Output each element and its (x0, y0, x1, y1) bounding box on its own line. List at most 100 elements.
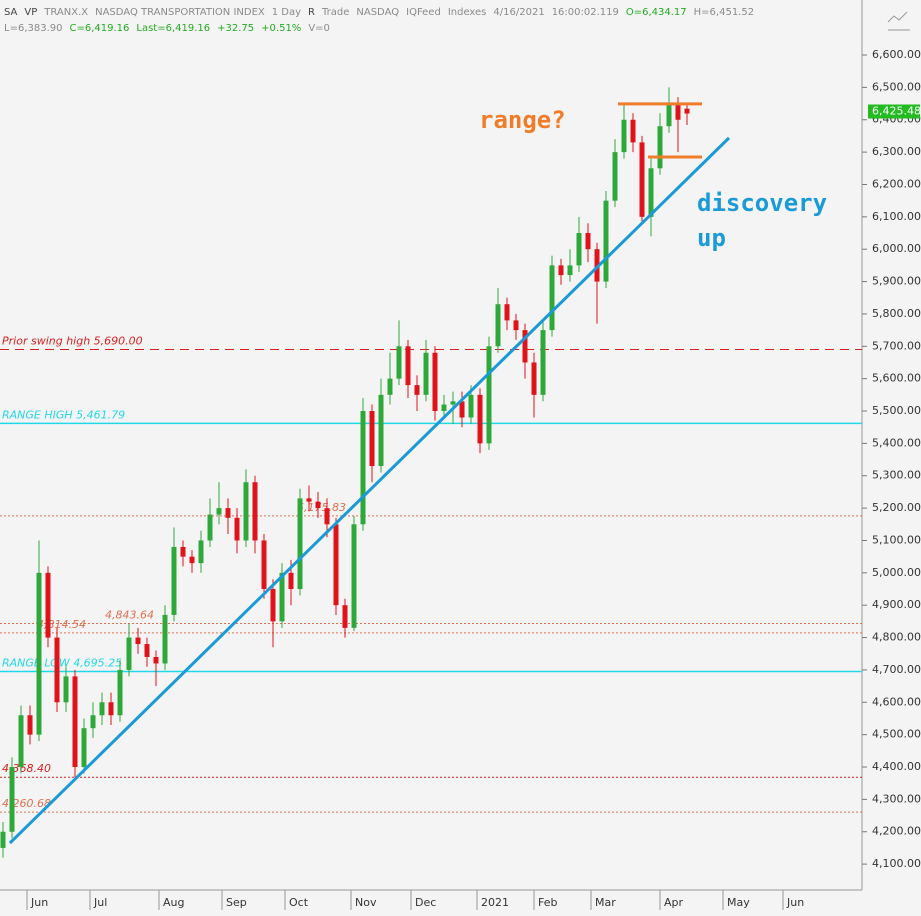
x-tick-label: Sep (226, 896, 247, 909)
header-item: 16:00:02.119 (551, 7, 619, 18)
header-item: TRANX.X (44, 7, 89, 18)
header-item: +0.51% (261, 23, 302, 34)
level-label: 4,368.40 (2, 762, 51, 775)
candle-body (612, 152, 618, 201)
candle-body (621, 119, 627, 153)
candle-body (279, 572, 285, 622)
candle-body (468, 394, 474, 418)
annotation: up (697, 224, 726, 252)
candle-body (27, 715, 33, 735)
candle-body (270, 589, 276, 622)
header-item: Trade (322, 7, 350, 18)
candle-body (549, 265, 555, 331)
y-tick-label: 4,900.00 (872, 598, 921, 611)
candle-body (9, 767, 15, 832)
header-item: 1 Day (271, 7, 302, 18)
candle-body (324, 508, 330, 525)
candle-body (243, 482, 249, 541)
candle-body (63, 676, 69, 703)
candle-body (531, 362, 537, 395)
level-label: RANGE HIGH 5,461.79 (2, 408, 125, 421)
y-tick-label: 4,200.00 (872, 825, 921, 838)
header-item: V=0 (308, 23, 330, 34)
candle-body (675, 103, 681, 120)
x-tick-label: Feb (538, 896, 557, 909)
x-tick-label: Nov (355, 896, 377, 909)
x-tick-label: Aug (163, 896, 184, 909)
candle-body (684, 108, 690, 114)
candle-body (378, 394, 384, 467)
trendline (8, 136, 731, 845)
y-tick-label: 4,700.00 (872, 663, 921, 676)
candle-body (126, 637, 132, 670)
header-row: SA VP TRANX.X NASDAQ TRANSPORTATION INDEX 1 … (4, 5, 761, 21)
chart-icon[interactable] (887, 11, 910, 31)
candle-body (18, 715, 24, 768)
header-item: NASDAQ TRANSPORTATION INDEX (95, 7, 265, 18)
x-tick-label: Mar (595, 896, 616, 909)
candle-body (0, 831, 6, 848)
candle-body (576, 233, 582, 266)
x-tick-label: Apr (664, 896, 684, 909)
y-tick-label: 4,500.00 (872, 728, 921, 741)
header-item: 4/16/2021 (493, 7, 545, 18)
header-row: L=6,383.90 C=6,419.16 Last=6,419.16 +32.75 +… (4, 21, 761, 37)
candle-body (396, 346, 402, 379)
candle-body (315, 501, 321, 509)
header-item: H=6,451.52 (693, 7, 755, 18)
candle-body (207, 514, 213, 541)
candle-body (603, 200, 609, 282)
header-item: +32.75 (217, 23, 255, 34)
x-tick-label: Jun (786, 896, 804, 909)
candle-body (54, 637, 60, 703)
level-label: 5,175.83 (297, 501, 346, 514)
candle-body (414, 385, 420, 395)
candle-body (72, 676, 78, 768)
candle-body (342, 605, 348, 628)
header-item: O=6,434.17 (625, 7, 687, 18)
x-tick-label: Jun (30, 896, 48, 909)
header-item: Last=6,419.16 (136, 23, 211, 34)
candle-body (486, 346, 492, 444)
y-tick-label: 4,800.00 (872, 631, 921, 644)
candle-body (288, 572, 294, 590)
y-tick-label: 5,900.00 (872, 275, 921, 288)
candle-body (90, 715, 96, 729)
candle-body (252, 482, 258, 541)
header-item: VP (24, 7, 38, 18)
candle-body (144, 644, 150, 657)
y-tick-label: 6,600.00 (872, 48, 921, 61)
candle-body (513, 320, 519, 331)
candle-body (171, 546, 177, 615)
y-tick-label: 5,200.00 (872, 501, 921, 514)
candle-body (360, 411, 366, 525)
header: SA VP TRANX.X NASDAQ TRANSPORTATION INDEX 1 … (4, 5, 761, 37)
candle-body (495, 304, 501, 347)
candle-body (162, 614, 168, 664)
candle-body (333, 524, 339, 606)
annotation: discovery (697, 189, 827, 217)
y-tick-label: 5,300.00 (872, 469, 921, 482)
x-tick-label: Jul (93, 896, 107, 909)
last-price-label: 6,425.48 (872, 104, 921, 117)
candle-body (450, 401, 456, 405)
y-tick-label: 4,400.00 (872, 760, 921, 773)
candle-body (216, 508, 222, 515)
header-item: IQFeed (406, 7, 441, 18)
candle-body (261, 540, 267, 590)
candle-body (666, 103, 672, 127)
level-label: RANGE LOW 4,695.25 (2, 656, 122, 669)
y-tick-label: 4,600.00 (872, 695, 921, 708)
y-tick-label: 6,500.00 (872, 80, 921, 93)
y-tick-label: 4,300.00 (872, 792, 921, 805)
y-tick-label: 5,600.00 (872, 372, 921, 385)
y-tick-label: 5,100.00 (872, 533, 921, 546)
candle-body (99, 702, 105, 716)
candle-body (423, 352, 429, 395)
level-label: 4,814.54 (37, 618, 86, 631)
y-tick-label: 6,200.00 (872, 177, 921, 190)
candle-body (405, 346, 411, 386)
candle-body (459, 401, 465, 418)
y-tick-label: 4,100.00 (872, 857, 921, 870)
